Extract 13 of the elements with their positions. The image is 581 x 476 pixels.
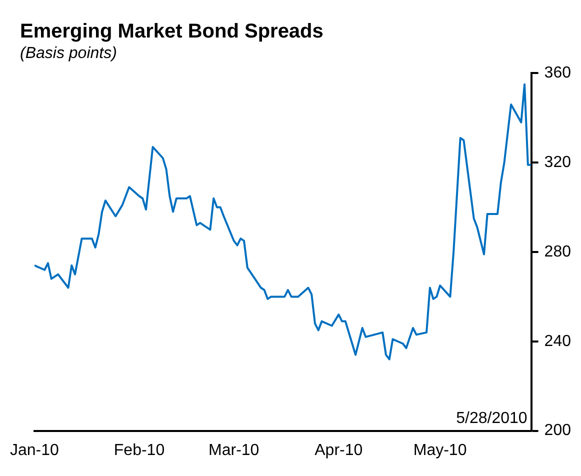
x-tick-label: Jan-10 — [10, 442, 60, 459]
x-tick-label: May-10 — [413, 442, 467, 459]
y-tick-label: 320 — [544, 154, 572, 172]
chart-title: Emerging Market Bond Spreads — [20, 20, 324, 43]
x-tick-label: Feb-10 — [114, 442, 165, 459]
y-tick-label: 240 — [544, 332, 572, 350]
y-tick-label: 200 — [544, 422, 572, 440]
x-tick-label: Mar-10 — [208, 442, 260, 459]
x-tick-label: Apr-10 — [314, 442, 363, 459]
y-tick-label: 360 — [544, 64, 572, 82]
chart-subtitle: (Basis points) — [20, 45, 117, 62]
y-tick-label: 280 — [544, 243, 572, 260]
annotation: 5/28/2010 — [456, 410, 528, 428]
